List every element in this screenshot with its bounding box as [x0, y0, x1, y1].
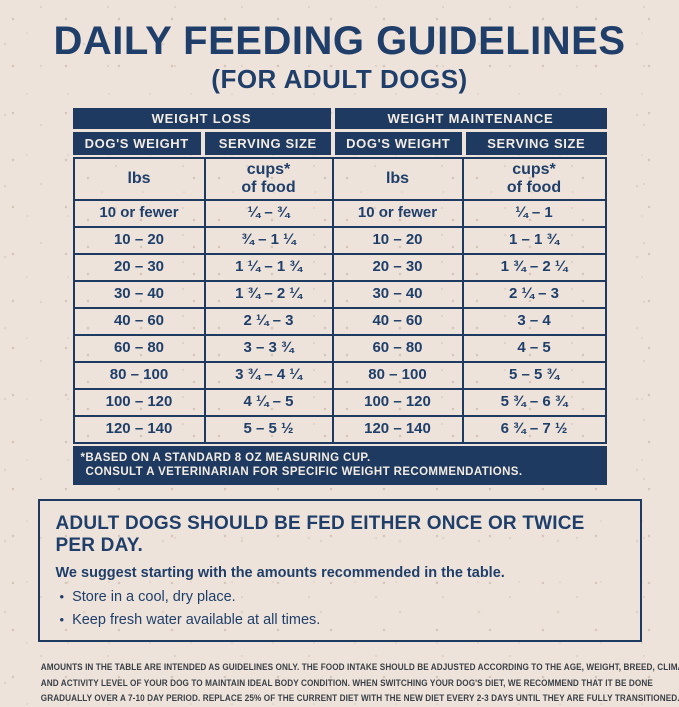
- wl-serving-cell: 1 ¾ – 2 ¼: [205, 282, 332, 307]
- column-header-wm-dogs-weight: DOG'S WEIGHT: [334, 132, 463, 155]
- page-subtitle: (FOR ADULT DOGS): [211, 64, 468, 94]
- wl-serving-cell: 5 – 5 ½: [205, 417, 332, 442]
- table-body: lbs cups* of food lbs cups* of food 10 o…: [72, 157, 607, 444]
- wm-weight-cell: 10 – 20: [333, 228, 462, 253]
- wm-serving-cell: 1 – 1 ¾: [463, 228, 605, 253]
- wl-serving-cell: 4 ¼ – 5: [205, 390, 332, 415]
- wm-weight-cell: 20 – 30: [333, 255, 462, 280]
- column-header-wl-dogs-weight: DOG'S WEIGHT: [72, 132, 201, 155]
- wl-weight-cell: 80 – 100: [74, 363, 204, 388]
- column-header-wm-serving-size: SERVING SIZE: [466, 132, 607, 155]
- wm-weight-cell: 100 – 120: [333, 390, 462, 415]
- advice-subheading: We suggest starting with the amounts rec…: [55, 564, 505, 581]
- disclaimer-text: AMOUNTS IN THE TABLE ARE INTENDED AS GUI…: [40, 660, 679, 707]
- disclaimer-line: GRADUALLY OVER A 7-10 DAY PERIOD. REPLAC…: [40, 693, 679, 704]
- unit-cell-wm-cups: cups* of food: [463, 159, 605, 199]
- bullet-icon: •: [59, 611, 65, 627]
- list-item: • Keep fresh water available at all time…: [56, 612, 624, 628]
- page-title: DAILY FEEDING GUIDELINES: [53, 19, 626, 63]
- wm-serving-cell: 2 ¼ – 3: [463, 282, 605, 307]
- table-group-header-row: WEIGHT LOSS WEIGHT MAINTENANCE: [72, 108, 607, 129]
- wl-serving-cell: 3 ¾ – 4 ¼: [205, 363, 332, 388]
- footnote-measuring-cup: *BASED ON A STANDARD 8 OZ MEASURING CUP.: [80, 452, 371, 464]
- list-item: • Store in a cool, dry place.: [56, 589, 624, 605]
- unit-cell-wm-lbs: lbs: [333, 159, 462, 199]
- wm-serving-cell: 4 – 5: [463, 336, 605, 361]
- wm-serving-cell: 3 – 4: [463, 309, 605, 334]
- bullet-text-water: Keep fresh water available at all times.: [72, 611, 321, 628]
- wm-serving-cell: 6 ¾ – 7 ½: [463, 417, 605, 442]
- wl-serving-cell: 2 ¼ – 3: [205, 309, 332, 334]
- advice-bullet-list: • Store in a cool, dry place. • Keep fre…: [56, 589, 624, 628]
- unit-cups-line2: of food: [241, 179, 296, 196]
- wl-weight-cell: 60 – 80: [74, 336, 204, 361]
- unit-cups-line1: cups*: [512, 161, 556, 179]
- wl-weight-cell: 20 – 30: [74, 255, 204, 280]
- unit-cell-wl-lbs: lbs: [74, 159, 204, 199]
- advice-heading: ADULT DOGS SHOULD BE FED EITHER ONCE OR …: [55, 512, 585, 556]
- footnote-veterinarian: CONSULT A VETERINARIAN FOR SPECIFIC WEIG…: [85, 466, 523, 479]
- feeding-advice-box: ADULT DOGS SHOULD BE FED EITHER ONCE OR …: [37, 498, 642, 642]
- feeding-guidelines-label: DAILY FEEDING GUIDELINES (FOR ADULT DOGS…: [37, 19, 679, 703]
- table-footnote-bar: *BASED ON A STANDARD 8 OZ MEASURING CUP.…: [72, 446, 607, 485]
- disclaimer-line: AMOUNTS IN THE TABLE ARE INTENDED AS GUI…: [40, 661, 679, 672]
- wl-serving-cell: ¾ – 1 ¼: [205, 228, 332, 253]
- wl-weight-cell: 40 – 60: [74, 309, 204, 334]
- column-header-wl-serving-size: SERVING SIZE: [205, 132, 331, 155]
- bullet-icon: •: [59, 588, 65, 604]
- wl-weight-cell: 30 – 40: [74, 282, 204, 307]
- wl-weight-cell: 10 – 20: [74, 228, 204, 253]
- wm-weight-cell: 80 – 100: [333, 363, 462, 388]
- unit-cups-line2: of food: [506, 179, 562, 196]
- wm-serving-cell: ¼ – 1: [463, 201, 605, 226]
- wm-weight-cell: 60 – 80: [333, 336, 462, 361]
- wl-weight-cell: 120 – 140: [74, 417, 204, 442]
- wl-weight-cell: 10 or fewer: [74, 201, 204, 226]
- wm-serving-cell: 1 ¾ – 2 ¼: [463, 255, 605, 280]
- table-column-header-row: DOG'S WEIGHT SERVING SIZE DOG'S WEIGHT S…: [72, 132, 607, 155]
- wm-serving-cell: 5 ¾ – 6 ¾: [463, 390, 605, 415]
- group-header-weight-loss: WEIGHT LOSS: [72, 108, 331, 129]
- disclaimer-line: AND ACTIVITY LEVEL OF YOUR DOG TO MAINTA…: [40, 677, 653, 688]
- wl-serving-cell: ¼ – ¾: [205, 201, 332, 226]
- wl-serving-cell: 1 ¼ – 1 ¾: [205, 255, 332, 280]
- wl-serving-cell: 3 – 3 ¾: [205, 336, 332, 361]
- wm-weight-cell: 10 or fewer: [333, 201, 462, 226]
- unit-cell-wl-cups: cups* of food: [205, 159, 332, 199]
- wl-weight-cell: 100 – 120: [74, 390, 204, 415]
- bullet-text-storage: Store in a cool, dry place.: [72, 588, 236, 605]
- unit-cups-line1: cups*: [246, 161, 291, 179]
- wm-weight-cell: 40 – 60: [333, 309, 462, 334]
- feeding-table: WEIGHT LOSS WEIGHT MAINTENANCE DOG'S WEI…: [72, 108, 607, 485]
- wm-weight-cell: 120 – 140: [333, 417, 462, 442]
- group-header-weight-maintenance: WEIGHT MAINTENANCE: [334, 108, 607, 129]
- wm-weight-cell: 30 – 40: [333, 282, 462, 307]
- wm-serving-cell: 5 – 5 ¾: [463, 363, 605, 388]
